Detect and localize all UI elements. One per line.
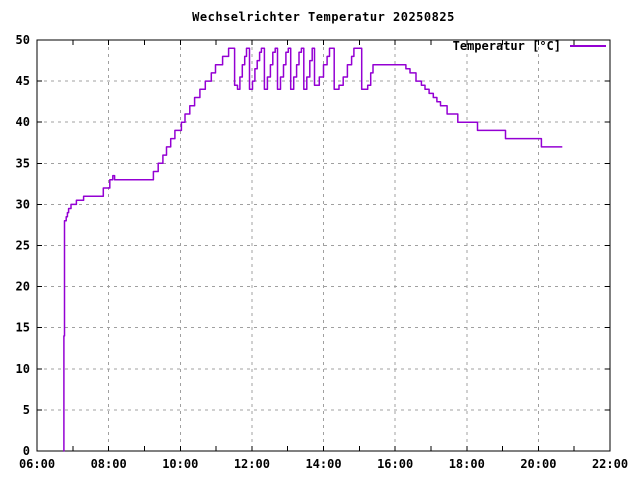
legend-line-sample	[570, 45, 606, 47]
y-tick-label: 15	[16, 321, 30, 335]
y-tick-label: 10	[16, 362, 30, 376]
x-tick-label: 14:00	[305, 457, 341, 471]
temperature-series-line	[63, 47, 563, 452]
y-tick-label: 25	[16, 239, 30, 253]
x-tick-label: 16:00	[377, 457, 413, 471]
x-tick-label: 10:00	[162, 457, 198, 471]
chart-title: Wechselrichter Temperatur 20250825	[192, 10, 455, 24]
y-tick-label: 20	[16, 280, 30, 294]
x-tick-label: 18:00	[449, 457, 485, 471]
legend: Temperatur [°C]	[0, 39, 606, 53]
y-tick-label: 45	[16, 74, 30, 88]
y-tick-label: 30	[16, 197, 30, 211]
y-tick-label: 50	[16, 33, 30, 47]
x-tick-label: 22:00	[592, 457, 628, 471]
y-tick-label: 0	[23, 444, 30, 458]
y-tick-label: 40	[16, 115, 30, 129]
y-tick-label: 35	[16, 156, 30, 170]
x-tick-label: 20:00	[520, 457, 556, 471]
x-tick-label: 08:00	[91, 457, 127, 471]
y-tick-label: 5	[23, 403, 30, 417]
legend-label: Temperatur [°C]	[452, 39, 561, 53]
x-tick-label: 12:00	[234, 457, 270, 471]
x-tick-label: 06:00	[19, 457, 55, 471]
